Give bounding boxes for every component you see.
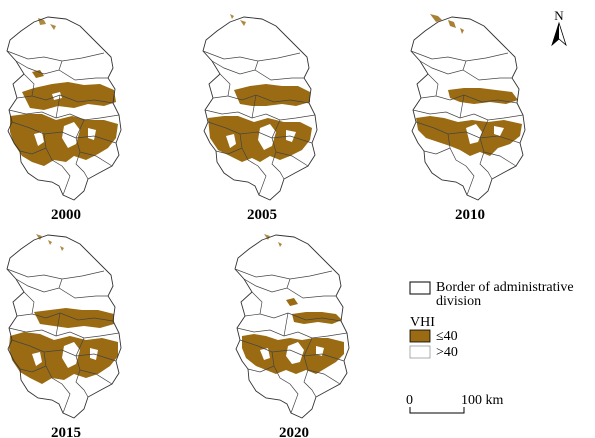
legend-high-swatch [409, 345, 431, 359]
map-panel-2010: 2010 [410, 14, 526, 223]
scale-end-label: 100 km [461, 393, 504, 408]
scale-start-label: 0 [406, 393, 413, 408]
scale-line [409, 407, 465, 414]
legend-vhi-title: VHI [410, 315, 435, 330]
north-arrow: N [551, 8, 567, 47]
map-panel-2000: 2000 [6, 16, 122, 223]
legend: Border of administrative division VHI ≤4… [409, 280, 574, 360]
year-label: 2015 [51, 425, 81, 438]
vhi-low-area [9, 234, 118, 384]
vhi-high-holes [260, 342, 324, 364]
year-label: 2010 [455, 207, 485, 223]
year-label: 2005 [247, 207, 277, 223]
map-panel-2020: 2020 [234, 234, 350, 438]
legend-border-label-2: division [436, 294, 481, 309]
vhi-low-area [10, 18, 118, 166]
legend-low-label: ≤40 [436, 329, 458, 344]
north-arrow-label: N [554, 8, 564, 23]
vhi-high-holes [466, 124, 504, 144]
legend-low-swatch [409, 329, 431, 343]
scale-bar: 0 100 km [406, 393, 504, 414]
map-panel-2015: 2015 [6, 234, 122, 438]
vhi-high-holes [34, 92, 96, 148]
legend-border-swatch [409, 281, 431, 295]
year-label: 2000 [51, 207, 81, 223]
legend-high-label: >40 [436, 345, 458, 360]
map-panel-2005: 2005 [202, 14, 318, 223]
year-label: 2020 [279, 425, 309, 438]
legend-border-label: Border of administrative [436, 280, 574, 295]
